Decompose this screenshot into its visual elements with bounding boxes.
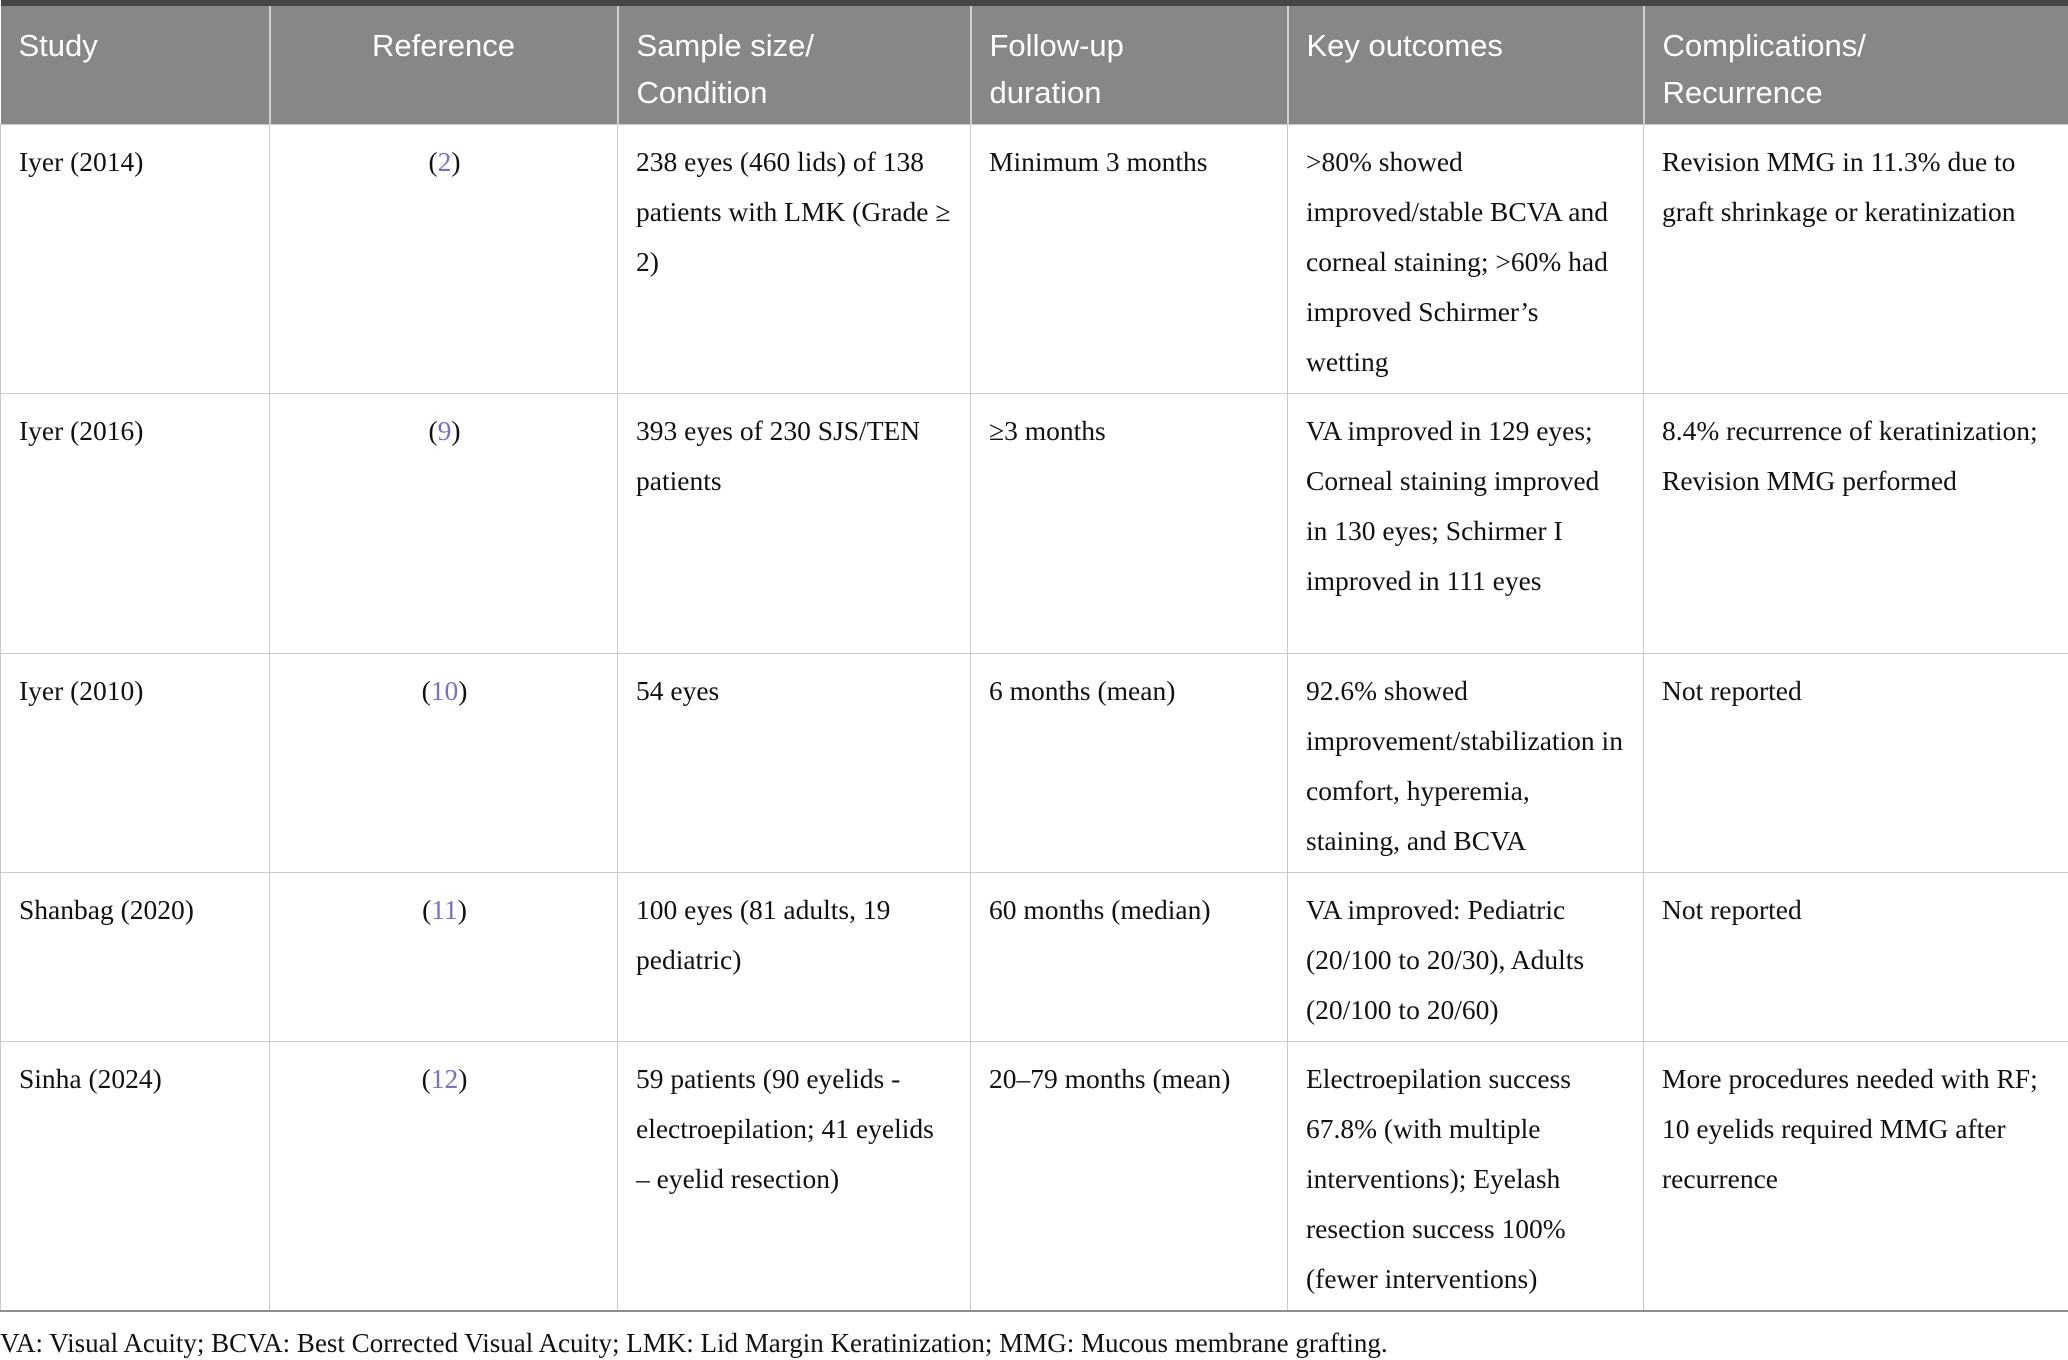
complications-cell: Not reported	[1644, 873, 2068, 1042]
sample-size-cell: 393 eyes of 230 SJS/TEN patients	[618, 394, 971, 654]
followup-cell: ≥3 months	[971, 394, 1288, 654]
paren-close: )	[451, 415, 460, 446]
reference-cell: (9)	[270, 394, 618, 654]
followup-cell: 60 months (median)	[971, 873, 1288, 1042]
key-outcomes-cell: >80% showed improved/stable BCVA and cor…	[1288, 125, 1644, 394]
complications-cell: More procedures needed with RF; 10 eyeli…	[1644, 1042, 2068, 1312]
table-footnote: VA: Visual Acuity; BCVA: Best Corrected …	[0, 1326, 2068, 1360]
study-cell: Shanbag (2020)	[1, 873, 270, 1042]
followup-cell: 6 months (mean)	[971, 654, 1288, 873]
reference-link[interactable]: 12	[431, 1063, 459, 1094]
followup-cell: Minimum 3 months	[971, 125, 1288, 394]
paren-open: (	[422, 675, 431, 706]
complications-cell: Revision MMG in 11.3% due to graft shrin…	[1644, 125, 2068, 394]
col-header-sample-size: Sample size/ Condition	[618, 3, 971, 125]
key-outcomes-cell: Electroepilation success 67.8% (with mul…	[1288, 1042, 1644, 1312]
complications-cell: Not reported	[1644, 654, 2068, 873]
study-cell: Sinha (2024)	[1, 1042, 270, 1312]
paren-close: )	[458, 1063, 467, 1094]
sample-size-cell: 59 patients (90 eyelids - electroepilati…	[618, 1042, 971, 1312]
reference-cell: (10)	[270, 654, 618, 873]
key-outcomes-cell: VA improved in 129 eyes; Corneal stainin…	[1288, 394, 1644, 654]
table-row: Iyer (2016) (9) 393 eyes of 230 SJS/TEN …	[1, 394, 2068, 654]
table-row: Shanbag (2020) (11) 100 eyes (81 adults,…	[1, 873, 2068, 1042]
paren-open: (	[428, 146, 437, 177]
paren-close: )	[451, 146, 460, 177]
paren-open: (	[422, 894, 431, 925]
sample-size-cell: 100 eyes (81 adults, 19 pediatric)	[618, 873, 971, 1042]
paren-close: )	[458, 894, 467, 925]
paren-open: (	[428, 415, 437, 446]
table-row: Iyer (2010) (10) 54 eyes 6 months (mean)…	[1, 654, 2068, 873]
table-row: Iyer (2014) (2) 238 eyes (460 lids) of 1…	[1, 125, 2068, 394]
study-cell: Iyer (2014)	[1, 125, 270, 394]
sample-size-cell: 238 eyes (460 lids) of 138 patients with…	[618, 125, 971, 394]
table-body: Iyer (2014) (2) 238 eyes (460 lids) of 1…	[1, 125, 2068, 1312]
col-header-reference: Reference	[270, 3, 618, 125]
reference-link[interactable]: 10	[431, 675, 459, 706]
reference-cell: (12)	[270, 1042, 618, 1312]
paren-open: (	[422, 1063, 431, 1094]
table-row: Sinha (2024) (12) 59 patients (90 eyelid…	[1, 1042, 2068, 1312]
complications-cell: 8.4% recurrence of keratinization; Revis…	[1644, 394, 2068, 654]
study-cell: Iyer (2010)	[1, 654, 270, 873]
reference-cell: (2)	[270, 125, 618, 394]
table-header: Study Reference Sample size/ Condition F…	[1, 3, 2068, 125]
reference-link[interactable]: 2	[438, 146, 452, 177]
paren-close: )	[458, 675, 467, 706]
reference-link[interactable]: 11	[431, 894, 457, 925]
col-header-study: Study	[1, 3, 270, 125]
followup-cell: 20–79 months (mean)	[971, 1042, 1288, 1312]
header-row: Study Reference Sample size/ Condition F…	[1, 3, 2068, 125]
col-header-key-outcomes: Key outcomes	[1288, 3, 1644, 125]
sample-size-cell: 54 eyes	[618, 654, 971, 873]
col-header-complications: Complications/ Recurrence	[1644, 3, 2068, 125]
key-outcomes-cell: 92.6% showed improvement/stabilization i…	[1288, 654, 1644, 873]
studies-table: Study Reference Sample size/ Condition F…	[0, 0, 2068, 1312]
key-outcomes-cell: VA improved: Pediatric (20/100 to 20/30)…	[1288, 873, 1644, 1042]
reference-cell: (11)	[270, 873, 618, 1042]
study-cell: Iyer (2016)	[1, 394, 270, 654]
reference-link[interactable]: 9	[438, 415, 452, 446]
col-header-followup: Follow-up duration	[971, 3, 1288, 125]
